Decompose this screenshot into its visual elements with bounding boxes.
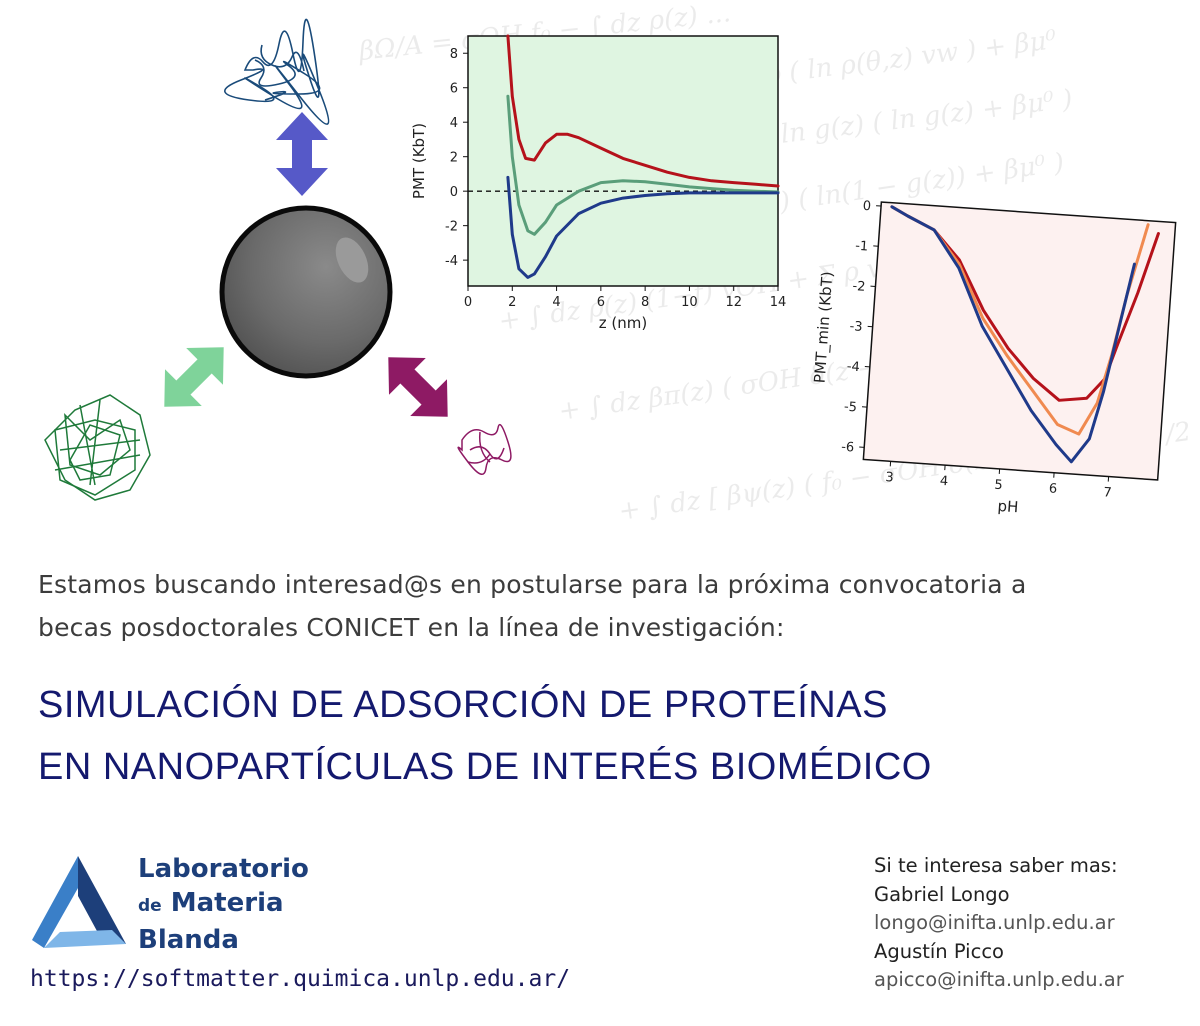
lab-name-de: de — [138, 896, 162, 916]
y-tick-label: -4 — [445, 254, 458, 269]
series-line-3 — [506, 175, 780, 279]
lab-name: Laboratorio de Materia Blanda — [138, 852, 309, 957]
y-tick-label: -6 — [841, 440, 855, 456]
series-line-1 — [506, 34, 780, 188]
title-line-1: SIMULACIÓN DE ADSORCIÓN DE PROTEÍNAS — [38, 684, 888, 726]
x-tick-label: 0 — [464, 295, 472, 310]
x-tick-label: 6 — [1048, 481, 1057, 497]
lab-name-line-2: de Materia — [138, 886, 309, 923]
contact-email-2[interactable]: apicco@inifta.unlp.edu.ar — [874, 968, 1124, 991]
illustration: βΩ/A = σOH f₀ − ∫ dz ρ(z) ... γ∈{H⁺,OH⁻,… — [44, 0, 1200, 527]
x-tick-label: 3 — [885, 470, 894, 486]
x-tick-label: 8 — [641, 295, 649, 310]
y-tick-label: 0 — [450, 185, 458, 200]
y-tick-label: 4 — [450, 116, 458, 131]
intro-text: Estamos buscando interesad@s en postular… — [38, 563, 1188, 649]
x-tick-label: 7 — [1103, 485, 1112, 501]
logo-triangle-dark — [78, 856, 126, 944]
lab-name-line-1: Laboratorio — [138, 854, 309, 884]
contact-name-2: Agustín Picco — [874, 939, 1004, 963]
x-tick-label: 12 — [725, 295, 742, 310]
contact-heading: Si te interesa saber mas: — [874, 854, 1118, 877]
lab-name-line-3: Blanda — [138, 925, 239, 955]
x-tick-label: 14 — [770, 295, 787, 310]
lab-logo — [32, 856, 126, 948]
y-tick-label: 0 — [862, 199, 871, 215]
protein-right — [457, 424, 512, 475]
y-tick-label: -5 — [843, 400, 857, 416]
y-tick-label: -1 — [855, 239, 869, 255]
logo-triangle-mid — [32, 856, 78, 948]
contact-block: Si te interesa saber mas: Gabriel Longo … — [874, 852, 1194, 995]
x-tick-label: 10 — [681, 295, 698, 310]
y-axis-label: PMT (KbT) — [410, 123, 428, 199]
x-tick-label: 5 — [994, 478, 1003, 494]
y-tick-label: -3 — [849, 319, 863, 335]
y-tick-label: 6 — [450, 82, 458, 97]
protein-top — [224, 18, 330, 125]
logo-triangle-light — [44, 930, 126, 948]
plot-area — [862, 201, 1177, 481]
intro-line-2: becas posdoctorales CONICET en la línea … — [38, 613, 785, 642]
title-line-2: EN NANOPARTÍCULAS DE INTERÉS BIOMÉDICO — [38, 746, 932, 788]
y-tick-label: -4 — [846, 359, 860, 375]
research-title: SIMULACIÓN DE ADSORCIÓN DE PROTEÍNAS EN … — [38, 674, 932, 798]
y-tick-label: -2 — [445, 220, 458, 235]
arrow-top — [276, 112, 328, 196]
x-tick-label: 2 — [508, 295, 516, 310]
y-tick-label: -2 — [852, 279, 866, 295]
series-line-3 — [890, 205, 1136, 464]
protein-left — [44, 394, 151, 501]
chart-pmt-vs-z: 0 2 4 6 8 10 12 14 -4 -2 0 2 4 6 8 z (nm) PMT (KbT) — [410, 34, 787, 332]
y-tick-label: 2 — [450, 151, 458, 166]
y-tick-label: 8 — [450, 47, 458, 62]
x-tick-label: 4 — [939, 474, 948, 490]
contact-name-1: Gabriel Longo — [874, 882, 1010, 906]
lab-name-materia: Materia — [170, 888, 284, 918]
intro-line-1: Estamos buscando interesad@s en postular… — [38, 570, 1027, 599]
x-axis-label: pH — [997, 497, 1019, 516]
x-axis-label: z (nm) — [599, 314, 647, 332]
nanoparticle — [219, 205, 393, 379]
series-line-2 — [506, 94, 780, 236]
arrow-right — [388, 357, 448, 417]
lab-url-link[interactable]: https://softmatter.quimica.unlp.edu.ar/ — [30, 966, 571, 992]
plot-area — [467, 35, 779, 287]
contact-email-1[interactable]: longo@inifta.unlp.edu.ar — [874, 911, 1115, 934]
arrow-left — [164, 347, 224, 407]
x-tick-label: 4 — [552, 295, 560, 310]
x-tick-label: 6 — [597, 295, 605, 310]
